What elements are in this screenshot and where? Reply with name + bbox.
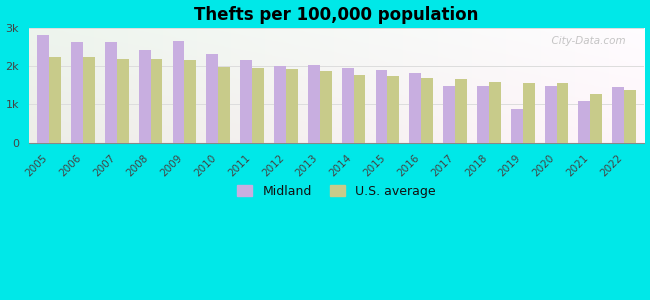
- Bar: [354, 75, 365, 143]
- Bar: [477, 86, 489, 143]
- Legend: Midland, U.S. average: Midland, U.S. average: [232, 180, 441, 203]
- Bar: [545, 86, 556, 143]
- Bar: [342, 68, 354, 143]
- Bar: [489, 82, 500, 143]
- Bar: [556, 83, 568, 143]
- Bar: [590, 94, 602, 143]
- Bar: [387, 76, 399, 143]
- Bar: [624, 90, 636, 143]
- Bar: [173, 41, 185, 143]
- Bar: [523, 82, 534, 143]
- Bar: [72, 42, 83, 143]
- Bar: [376, 70, 387, 143]
- Bar: [252, 68, 264, 143]
- Bar: [511, 110, 523, 143]
- Bar: [410, 73, 421, 143]
- Bar: [151, 59, 162, 143]
- Bar: [218, 67, 230, 143]
- Bar: [105, 42, 117, 143]
- Bar: [139, 50, 151, 143]
- Bar: [421, 78, 433, 143]
- Title: Thefts per 100,000 population: Thefts per 100,000 population: [194, 6, 479, 24]
- Bar: [274, 66, 286, 143]
- Bar: [308, 65, 320, 143]
- Bar: [83, 57, 95, 143]
- Bar: [185, 60, 196, 143]
- Bar: [612, 87, 624, 143]
- Bar: [578, 100, 590, 143]
- Bar: [320, 71, 332, 143]
- Bar: [443, 86, 455, 143]
- Bar: [49, 57, 61, 143]
- Bar: [37, 35, 49, 143]
- Text: City-Data.com: City-Data.com: [545, 36, 626, 46]
- Bar: [286, 69, 298, 143]
- Bar: [117, 59, 129, 143]
- Bar: [240, 60, 252, 143]
- Bar: [207, 54, 218, 143]
- Bar: [455, 79, 467, 143]
